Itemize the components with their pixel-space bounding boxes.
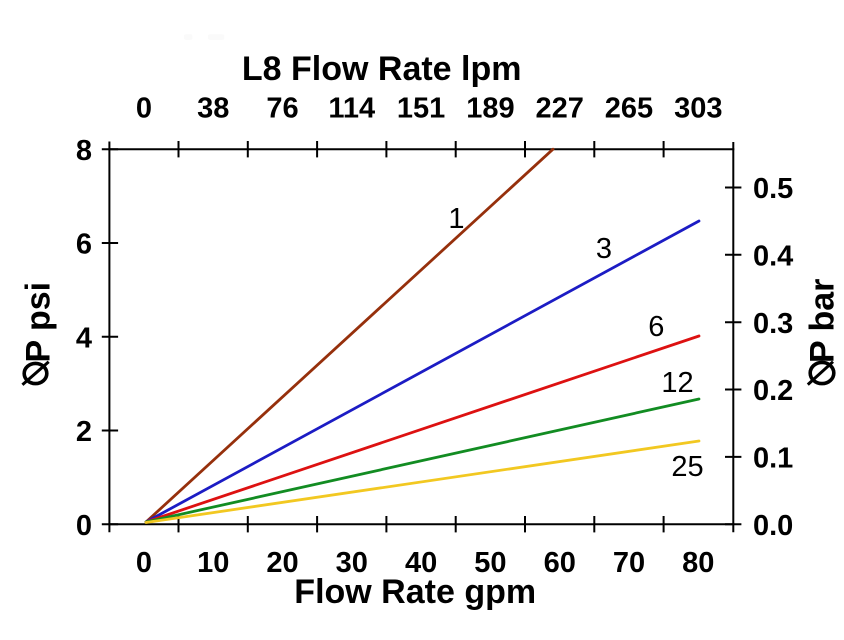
svg-text:20: 20 <box>266 547 298 579</box>
svg-text:80: 80 <box>682 547 714 579</box>
svg-text:4: 4 <box>76 322 92 354</box>
svg-text:0: 0 <box>136 547 152 579</box>
svg-text:Flow Rate gpm: Flow Rate gpm <box>294 573 536 611</box>
svg-text:30: 30 <box>336 547 368 579</box>
svg-text:76: 76 <box>266 93 298 125</box>
svg-text:P psi: P psi <box>20 282 58 363</box>
svg-text:303: 303 <box>674 93 722 125</box>
svg-text:151: 151 <box>397 93 445 125</box>
svg-text:25: 25 <box>671 451 703 483</box>
svg-text:0: 0 <box>76 510 92 542</box>
svg-text:114: 114 <box>328 93 375 125</box>
svg-text:50: 50 <box>474 547 506 579</box>
svg-text:265: 265 <box>605 93 653 125</box>
svg-text:0: 0 <box>136 93 152 125</box>
svg-text:60: 60 <box>544 547 576 579</box>
svg-text:0.0: 0.0 <box>753 510 793 542</box>
svg-text:3: 3 <box>596 233 612 265</box>
svg-text:0.3: 0.3 <box>753 308 793 340</box>
svg-text:P bar: P bar <box>804 279 842 363</box>
svg-text:38: 38 <box>197 93 229 125</box>
svg-text:6: 6 <box>648 311 664 343</box>
svg-text:10: 10 <box>197 547 229 579</box>
svg-text:12: 12 <box>661 367 693 399</box>
svg-text:189: 189 <box>466 93 514 125</box>
svg-text:0.5: 0.5 <box>753 173 793 205</box>
svg-text:1: 1 <box>448 203 464 235</box>
svg-text:227: 227 <box>536 93 584 125</box>
svg-text:0.2: 0.2 <box>753 375 793 407</box>
svg-text:8: 8 <box>76 135 92 167</box>
svg-text:L8 Flow Rate lpm: L8 Flow Rate lpm <box>242 50 522 88</box>
svg-text:40: 40 <box>405 547 437 579</box>
svg-text:6: 6 <box>76 229 92 261</box>
svg-text:2: 2 <box>76 416 92 448</box>
svg-text:0.1: 0.1 <box>753 443 793 475</box>
svg-text:70: 70 <box>613 547 645 579</box>
svg-text:0.4: 0.4 <box>753 240 793 272</box>
